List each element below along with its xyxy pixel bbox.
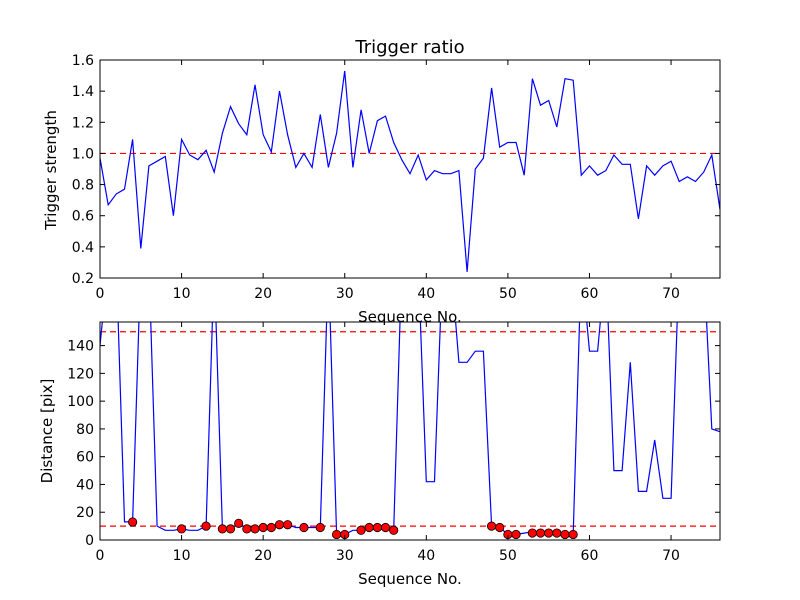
bottom-y-tick-label: 140 bbox=[67, 339, 94, 355]
bottom-scatter-point bbox=[568, 529, 578, 540]
bottom-y-tick-label: 60 bbox=[76, 450, 94, 466]
bottom-scatter-point bbox=[389, 525, 399, 535]
bottom-scatter-point bbox=[266, 522, 276, 533]
bottom-x-axis-label: Sequence No. bbox=[358, 570, 462, 588]
bottom-axes-frame bbox=[99, 321, 721, 541]
top-x-tick-label: 70 bbox=[662, 286, 680, 302]
bottom-scatter-point bbox=[315, 522, 325, 533]
top-series-line bbox=[100, 70, 720, 272]
bottom-y-axis-label: Distance [pix] bbox=[38, 379, 56, 484]
top-y-tick-label: 0.6 bbox=[72, 209, 94, 225]
top-title: Trigger ratio bbox=[354, 37, 464, 58]
top-x-tick-label: 40 bbox=[417, 286, 435, 302]
bottom-scatter-point bbox=[560, 529, 570, 540]
bottom-marks bbox=[100, 322, 720, 540]
bottom-scatter-point bbox=[258, 522, 268, 533]
top-y-tick-label: 0.8 bbox=[72, 178, 94, 194]
top-x-tick-label: 30 bbox=[336, 286, 354, 302]
bottom-plot: 0 10 20 30 40 50 60 70 0 20 40 60 80 100 120 140 Sequen… bbox=[38, 321, 721, 588]
top-x-tick-label: 20 bbox=[254, 286, 272, 302]
bottom-y-tick-label: 120 bbox=[67, 366, 94, 382]
bottom-scatter-point bbox=[535, 528, 546, 538]
bottom-plot-area: 0 10 20 30 40 50 60 70 0 20 40 60 80 100 120 140 bbox=[67, 321, 721, 564]
top-plot: Trigger ratio 0 10 20 30 40 50 60 70 0.2 0.4 0.6 0.… bbox=[42, 37, 721, 326]
bottom-x-tick-label: 0 bbox=[96, 548, 105, 564]
bottom-x-tick-label: 50 bbox=[499, 548, 517, 564]
bottom-scatter-point bbox=[552, 528, 562, 538]
bottom-scatter-point bbox=[364, 522, 374, 533]
bottom-y-tick-label: 100 bbox=[67, 394, 94, 410]
bottom-scatter-point bbox=[242, 524, 252, 534]
top-y-tick-label: 1.4 bbox=[72, 84, 94, 100]
bottom-scatter-point bbox=[356, 525, 366, 535]
bottom-scatter-point bbox=[380, 522, 391, 533]
bottom-scatter-point bbox=[372, 522, 382, 533]
top-y-tick-label: 1.2 bbox=[72, 115, 94, 131]
bottom-scatter-point bbox=[283, 520, 293, 530]
bottom-scatter-point bbox=[331, 529, 342, 540]
bottom-scatter-point bbox=[201, 521, 211, 531]
bottom-x-tick-label: 20 bbox=[254, 548, 272, 564]
bottom-x-tick-label: 60 bbox=[581, 548, 599, 564]
bottom-scatter-point bbox=[128, 517, 138, 527]
top-marks bbox=[100, 70, 720, 272]
bottom-scatter-point bbox=[527, 528, 537, 538]
bottom-scatter-point bbox=[486, 521, 497, 531]
top-x-tick-label: 0 bbox=[96, 286, 105, 302]
top-x-tick-label: 50 bbox=[499, 286, 517, 302]
top-y-tick-label: 1.0 bbox=[72, 146, 94, 162]
bottom-scatter-point bbox=[217, 524, 227, 534]
bottom-scatter-point bbox=[274, 520, 285, 530]
bottom-series-line bbox=[100, 322, 720, 536]
top-plot-area: 0 10 20 30 40 50 60 70 0.2 0.4 0.6 0.8 1.0 1.2 1.4 1.6 bbox=[72, 53, 721, 302]
top-x-tick-label: 60 bbox=[581, 286, 599, 302]
top-y-axis-label: Trigger strength bbox=[42, 110, 60, 231]
bottom-scatter-point bbox=[544, 528, 554, 538]
bottom-x-tick-label: 30 bbox=[336, 548, 354, 564]
top-x-axis-label: Sequence No. bbox=[358, 308, 462, 326]
bottom-x-tick-label: 70 bbox=[662, 548, 680, 564]
top-y-tick-label: 0.2 bbox=[72, 271, 94, 287]
bottom-scatter-point bbox=[234, 518, 244, 528]
top-y-tick-label: 1.6 bbox=[72, 53, 94, 69]
bottom-y-tick-label: 80 bbox=[76, 422, 94, 438]
bottom-x-tick-label: 40 bbox=[417, 548, 435, 564]
top-axes-frame bbox=[99, 59, 721, 279]
bottom-y-tick-label: 20 bbox=[76, 505, 94, 521]
bottom-x-tick-label: 10 bbox=[173, 548, 191, 564]
bottom-scatter-point bbox=[250, 524, 260, 534]
bottom-y-tick-label: 40 bbox=[76, 477, 94, 493]
bottom-scatter-point bbox=[511, 529, 521, 540]
top-y-tick-label: 0.4 bbox=[72, 240, 94, 256]
bottom-scatter-point bbox=[299, 522, 309, 533]
bottom-scatter-point bbox=[176, 524, 187, 534]
bottom-scatter-point bbox=[225, 524, 236, 534]
top-x-tick-label: 10 bbox=[173, 286, 191, 302]
bottom-scatter-point bbox=[495, 522, 505, 533]
bottom-y-tick-label: 0 bbox=[85, 533, 94, 549]
